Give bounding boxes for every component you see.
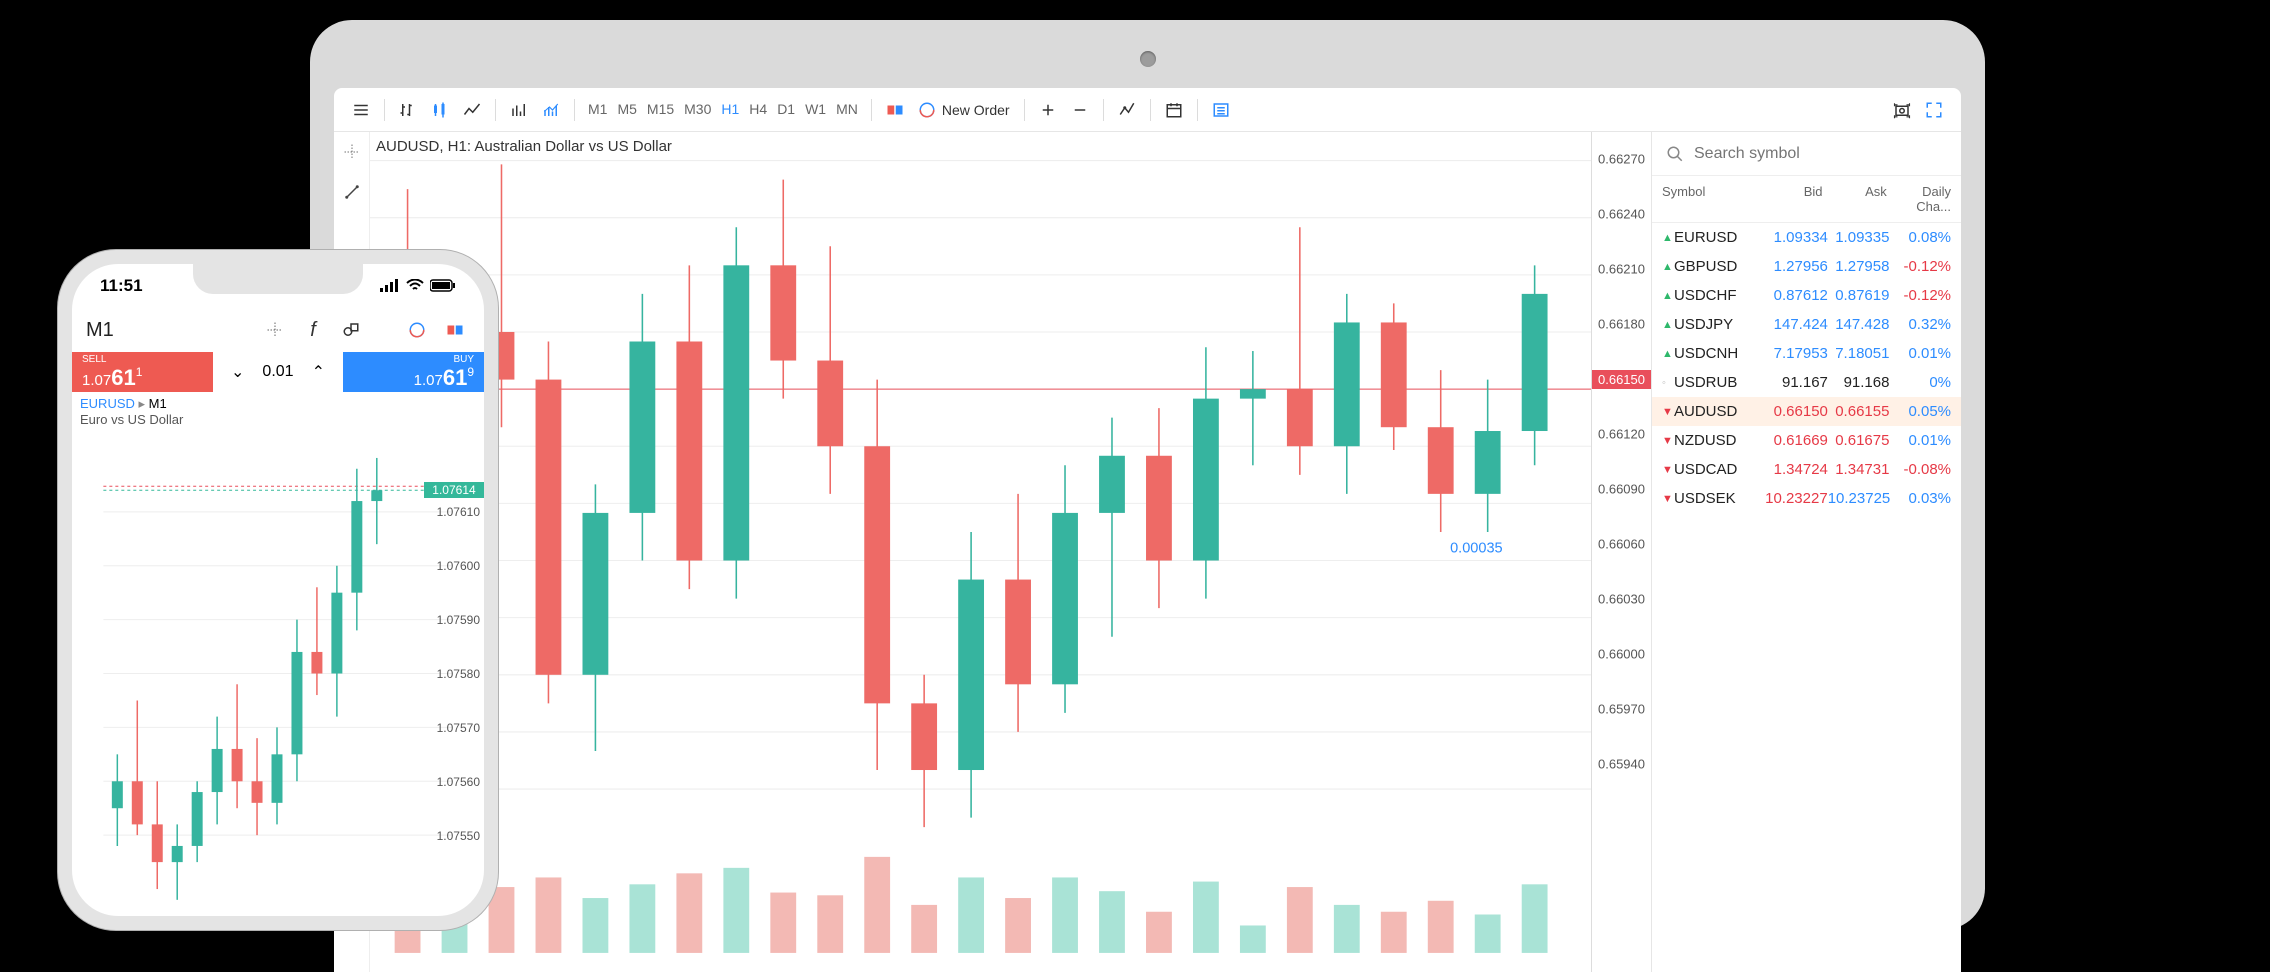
chart-title: AUDUSD, H1: Australian Dollar vs US Doll… — [376, 138, 672, 155]
sell-button[interactable]: SELL 1.07611 — [72, 352, 213, 392]
phone-chart-title: EURUSD ▸ M1 — [72, 392, 484, 412]
phone-chart-svg — [72, 431, 484, 916]
screenshot-icon[interactable] — [1887, 95, 1917, 125]
timeframe-h1[interactable]: H1 — [716, 101, 744, 117]
phone-screen: 11:51 M1 f SELL 1.07611 ⌄ 0.01 — [72, 264, 484, 916]
watchlist-row-usdsek[interactable]: ▼USDSEK10.2322710.237250.03% — [1652, 484, 1961, 513]
pair-label: EURUSD — [80, 396, 135, 411]
status-time: 11:51 — [100, 276, 143, 296]
trade-panel-icon[interactable] — [880, 95, 910, 125]
new-order-label: New Order — [942, 102, 1010, 118]
function-icon[interactable]: f — [298, 315, 328, 345]
zoom-in-icon[interactable] — [1033, 95, 1063, 125]
indicator-vol-icon[interactable] — [504, 95, 534, 125]
signal-icon — [380, 279, 400, 293]
watchlist-row-gbpusd[interactable]: ▲GBPUSD1.279561.27958-0.12% — [1652, 252, 1961, 281]
phone-tf-label[interactable]: M1 — [86, 319, 114, 342]
list-icon[interactable] — [1206, 95, 1236, 125]
watchlist-panel: Symbol Bid Ask Daily Cha... ▲EURUSD1.093… — [1651, 132, 1961, 972]
tablet-chart-svg: 0.00035 — [370, 132, 1591, 953]
watchlist-row-usdjpy[interactable]: ▲USDJPY147.424147.4280.32% — [1652, 310, 1961, 339]
col-bid: Bid — [1758, 184, 1822, 214]
svg-text:0.00035: 0.00035 — [1450, 541, 1503, 557]
watchlist-header: Symbol Bid Ask Daily Cha... — [1652, 176, 1961, 223]
qty-up-icon[interactable]: ⌃ — [312, 362, 325, 382]
phone-chart-subtitle: Euro vs US Dollar — [72, 412, 484, 431]
search-icon — [1666, 145, 1684, 163]
chart-line-icon[interactable] — [457, 95, 487, 125]
timeframe-m30[interactable]: M30 — [679, 101, 716, 117]
tablet-toolbar: M1M5M15M30H1H4D1W1MN New Order — [334, 88, 1961, 132]
col-symbol: Symbol — [1662, 184, 1758, 214]
trade-icon[interactable] — [440, 315, 470, 345]
phone-notch — [193, 264, 363, 294]
tablet-camera — [1140, 51, 1156, 67]
qty-control: ⌄ 0.01 ⌃ — [213, 352, 343, 392]
watchlist-row-usdchf[interactable]: ▲USDCHF0.876120.87619-0.12% — [1652, 281, 1961, 310]
watchlist-row-usdcad[interactable]: ▼USDCAD1.347241.34731-0.08% — [1652, 455, 1961, 484]
tablet-device: M1M5M15M30H1H4D1W1MN New Order — [310, 20, 1985, 930]
watchlist-row-usdrub[interactable]: ◦USDRUB91.16791.1680% — [1652, 368, 1961, 397]
timeframe-w1[interactable]: W1 — [800, 101, 831, 117]
sell-price: 1.07611 — [82, 365, 203, 391]
timeframe-m5[interactable]: M5 — [612, 101, 641, 117]
phone-price-axis: 1.076101.076001.075901.075801.075701.075… — [424, 431, 484, 916]
phone-toolbar: M1 f — [72, 308, 484, 352]
status-indicators — [380, 279, 456, 293]
crosshair-tool-icon[interactable] — [340, 140, 364, 164]
chart-style-icon[interactable] — [402, 315, 432, 345]
sell-label: SELL — [82, 354, 203, 365]
tablet-chart-area[interactable]: AUDUSD, H1: Australian Dollar vs US Doll… — [370, 132, 1591, 972]
fullscreen-icon[interactable] — [1919, 95, 1949, 125]
phone-device: 11:51 M1 f SELL 1.07611 ⌄ 0.01 — [58, 250, 498, 930]
col-change: Daily Cha... — [1887, 184, 1951, 214]
col-ask: Ask — [1823, 184, 1887, 214]
timeframe-h4[interactable]: H4 — [744, 101, 772, 117]
watchlist-search[interactable] — [1652, 132, 1961, 176]
timeframe-mn[interactable]: MN — [831, 101, 863, 117]
indicator-trend-icon[interactable] — [536, 95, 566, 125]
phone-trade-row: SELL 1.07611 ⌄ 0.01 ⌃ BUY 1.07619 — [72, 352, 484, 392]
chart-bars-icon[interactable] — [393, 95, 423, 125]
menu-icon[interactable] — [346, 95, 376, 125]
buy-button[interactable]: BUY 1.07619 — [343, 352, 484, 392]
tablet-body: AUDUSD, H1: Australian Dollar vs US Doll… — [334, 132, 1961, 972]
strategy-icon[interactable] — [1112, 95, 1142, 125]
calendar-icon[interactable] — [1159, 95, 1189, 125]
objects-icon[interactable] — [336, 315, 366, 345]
phone-chart-area[interactable]: 1.076101.076001.075901.075801.075701.075… — [72, 431, 484, 916]
zoom-out-icon[interactable] — [1065, 95, 1095, 125]
watchlist-row-nzdusd[interactable]: ▼NZDUSD0.616690.616750.01% — [1652, 426, 1961, 455]
crosshair-icon[interactable] — [260, 315, 290, 345]
tablet-screen: M1M5M15M30H1H4D1W1MN New Order — [334, 88, 1961, 972]
new-order-button[interactable]: New Order — [912, 95, 1016, 125]
timeframe-m15[interactable]: M15 — [642, 101, 679, 117]
search-input[interactable] — [1694, 145, 1947, 163]
qty-down-icon[interactable]: ⌄ — [231, 362, 244, 382]
buy-label: BUY — [453, 354, 474, 365]
wifi-icon — [406, 279, 424, 293]
watchlist-rows: ▲EURUSD1.093341.093350.08%▲GBPUSD1.27956… — [1652, 223, 1961, 513]
timeframe-d1[interactable]: D1 — [772, 101, 800, 117]
tablet-price-axis: 0.662700.662400.662100.661800.661500.661… — [1591, 132, 1651, 972]
watchlist-row-usdcnh[interactable]: ▲USDCNH7.179537.180510.01% — [1652, 339, 1961, 368]
watchlist-row-audusd[interactable]: ▼AUDUSD0.661500.661550.05% — [1652, 397, 1961, 426]
watchlist-row-eurusd[interactable]: ▲EURUSD1.093341.093350.08% — [1652, 223, 1961, 252]
tf-label: M1 — [149, 396, 167, 411]
trendline-tool-icon[interactable] — [340, 180, 364, 204]
timeframe-m1[interactable]: M1 — [583, 101, 612, 117]
battery-icon — [430, 279, 456, 293]
chart-candles-icon[interactable] — [425, 95, 455, 125]
buy-price: 1.07619 — [414, 365, 474, 391]
qty-value[interactable]: 0.01 — [262, 363, 293, 381]
